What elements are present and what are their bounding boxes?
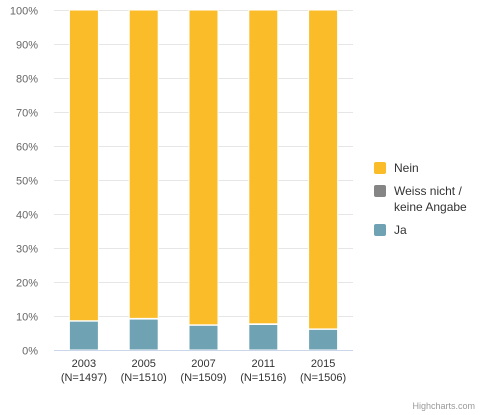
y-tick-label: 80% (16, 74, 38, 86)
y-tick-label: 40% (16, 210, 38, 222)
x-tick-label: 2011 (251, 358, 275, 370)
bar-segment-ja[interactable] (68, 320, 99, 351)
bar-segment-nein[interactable] (308, 9, 339, 330)
bar-segment-nein[interactable] (248, 9, 279, 325)
legend-swatch-ja (374, 224, 386, 236)
bar-segment-ja[interactable] (188, 324, 219, 351)
y-tick-label: 100% (10, 6, 38, 18)
bar-segment-ja[interactable] (128, 318, 159, 351)
bar-segment-nein[interactable] (128, 9, 159, 319)
x-tick-label: 2003 (72, 358, 96, 370)
x-axis: 2003 (N=1497) 2005 (N=1510) 2007 (N=1509) 2011… (61, 358, 346, 384)
bar-segment-ja[interactable] (248, 324, 279, 351)
legend-label-line: keine Angabe (394, 200, 467, 214)
bar-segment-nein[interactable] (188, 9, 219, 326)
bar-segment-ja[interactable] (308, 328, 339, 351)
y-tick-label: 90% (16, 40, 38, 52)
x-tick-label: 2007 (191, 358, 215, 370)
x-tick-label: (N=1516) (240, 372, 286, 384)
y-axis: 0% 10% 20% 30% 40% 50% 60% 70% 80% 90% 100% (10, 6, 38, 358)
x-tick-label: (N=1509) (180, 372, 226, 384)
legend-label-line: Weiss nicht / (394, 184, 462, 198)
x-tick-label: 2015 (311, 358, 335, 370)
legend-label-ja: Ja (394, 223, 407, 237)
y-tick-label: 0% (22, 346, 38, 358)
legend-label-weiss-nicht: Weiss nicht / keine Angabe (394, 183, 467, 215)
x-tick-label: (N=1510) (121, 372, 167, 384)
legend-label-nein: Nein (394, 161, 419, 175)
legend-item-weiss-nicht[interactable]: Weiss nicht / keine Angabe (374, 183, 482, 215)
x-tick-label: 2005 (131, 358, 155, 370)
legend: Nein Weiss nicht / keine Angabe Ja (374, 160, 482, 245)
legend-swatch-weiss-nicht (374, 185, 386, 197)
x-tick-label: (N=1506) (300, 372, 346, 384)
y-tick-label: 20% (16, 278, 38, 290)
bars (68, 9, 339, 351)
legend-item-ja[interactable]: Ja (374, 222, 482, 238)
legend-swatch-nein (374, 162, 386, 174)
y-tick-label: 70% (16, 108, 38, 120)
y-tick-label: 50% (16, 176, 38, 188)
bar-segment-nein[interactable] (68, 9, 99, 322)
x-tick-label: (N=1497) (61, 372, 107, 384)
y-tick-label: 10% (16, 312, 38, 324)
y-tick-label: 30% (16, 244, 38, 256)
y-tick-label: 60% (16, 142, 38, 154)
legend-item-nein[interactable]: Nein (374, 160, 482, 176)
highcharts-credit[interactable]: Highcharts.com (412, 401, 475, 411)
